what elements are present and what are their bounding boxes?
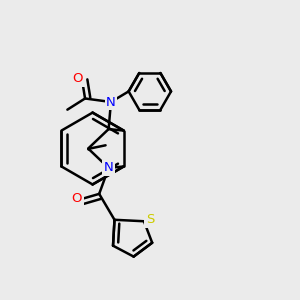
Text: N: N xyxy=(106,95,116,109)
Text: N: N xyxy=(104,161,113,175)
Text: O: O xyxy=(73,72,83,85)
Text: S: S xyxy=(146,213,154,226)
Text: O: O xyxy=(72,192,82,206)
